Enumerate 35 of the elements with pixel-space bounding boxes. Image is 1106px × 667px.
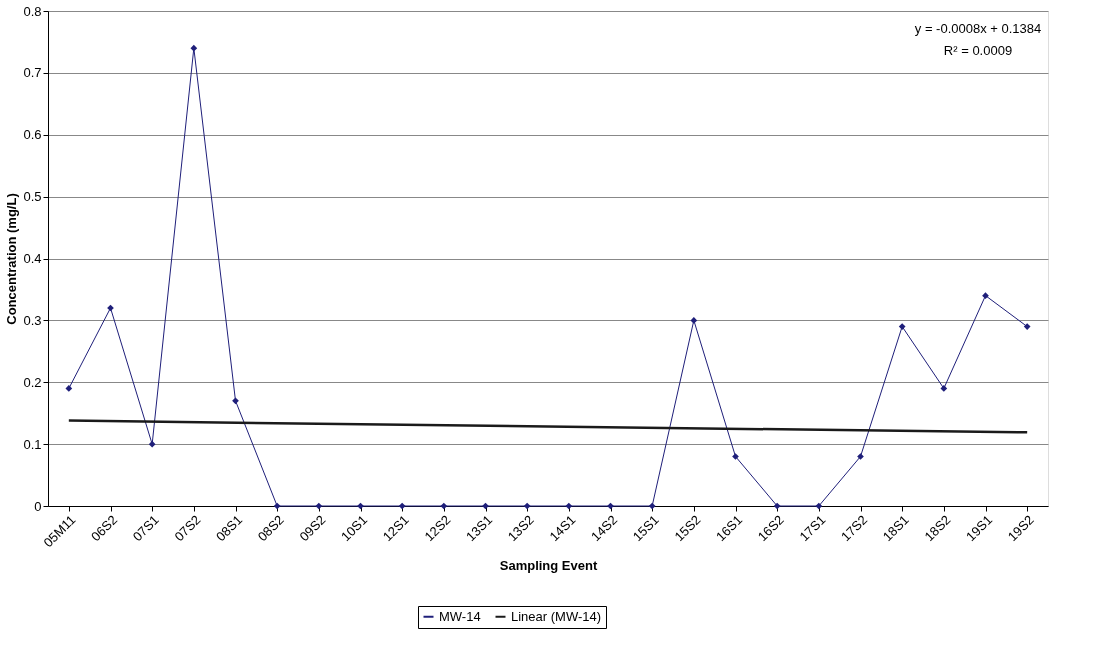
point bbox=[898, 323, 906, 330]
point bbox=[315, 502, 323, 510]
point bbox=[732, 453, 739, 460]
point bbox=[190, 44, 198, 52]
y-tick-label: 0.2 bbox=[23, 374, 42, 390]
point bbox=[565, 502, 573, 510]
x-axis-title: Sampling Event bbox=[499, 558, 598, 574]
y-tick-label: 0.8 bbox=[23, 3, 42, 19]
point bbox=[982, 292, 989, 299]
point bbox=[232, 397, 239, 405]
point bbox=[690, 317, 698, 324]
y-axis-title: Concentration (mg/L) bbox=[4, 193, 20, 325]
point bbox=[523, 502, 531, 510]
point bbox=[940, 385, 948, 392]
y-tick-label: 0 bbox=[34, 498, 42, 514]
point bbox=[648, 502, 656, 510]
point bbox=[148, 440, 156, 448]
y-tick-label: 0.7 bbox=[23, 65, 42, 81]
legend-label: Linear (MW-14) bbox=[511, 608, 602, 624]
point bbox=[815, 502, 823, 510]
point bbox=[857, 453, 864, 460]
point bbox=[398, 502, 406, 510]
y-tick-label: 0.6 bbox=[23, 127, 42, 143]
legend-label: MW-14 bbox=[439, 608, 481, 624]
point bbox=[273, 502, 281, 510]
y-tick-label: 0.4 bbox=[23, 251, 42, 266]
annotation: y = -0.0008x + 0.1384 bbox=[914, 21, 1042, 36]
y-tick-label: 0.1 bbox=[23, 436, 42, 452]
point bbox=[773, 502, 781, 510]
point bbox=[65, 385, 73, 392]
point bbox=[1023, 323, 1031, 330]
point bbox=[440, 502, 448, 510]
annotation: R² = 0.0009 bbox=[943, 43, 1013, 58]
y-tick-label: 0.3 bbox=[23, 312, 42, 328]
y-tick-label: 0.5 bbox=[23, 189, 42, 205]
